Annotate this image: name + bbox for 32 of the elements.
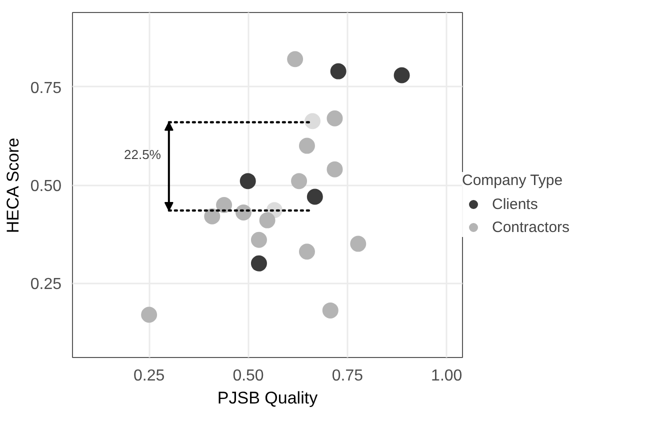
point [330,63,346,80]
point [204,208,220,224]
point [240,173,256,190]
x-axis-title: PJSB Quality [217,388,318,408]
y-axis-title: HECA Score [3,138,22,234]
point [259,212,276,228]
point [306,188,323,205]
point [322,302,338,318]
x-tick-label: 0.25 [134,368,165,384]
point [141,306,158,323]
point [287,51,304,68]
point [394,67,410,84]
x-tick-label: 0.50 [232,368,264,384]
legend-title: Company Type [462,172,564,189]
point [250,232,267,248]
point [298,244,315,260]
y-tick-label: 0.75 [30,80,62,97]
point [326,110,343,126]
legend-label: Contractors [492,218,570,236]
point [350,236,366,252]
y-tick-label: 0.25 [30,276,62,294]
point [250,255,267,272]
x-tick-label: 0.75 [332,368,364,384]
point [326,161,343,178]
point [298,138,315,154]
legend-label: Clients [492,196,538,212]
annotation: 22.5% [124,146,162,162]
point [304,113,321,130]
x-tick-label: 1.00 [431,368,462,384]
point [291,173,308,190]
y-tick-label: 0.50 [30,178,62,195]
point [216,197,232,213]
